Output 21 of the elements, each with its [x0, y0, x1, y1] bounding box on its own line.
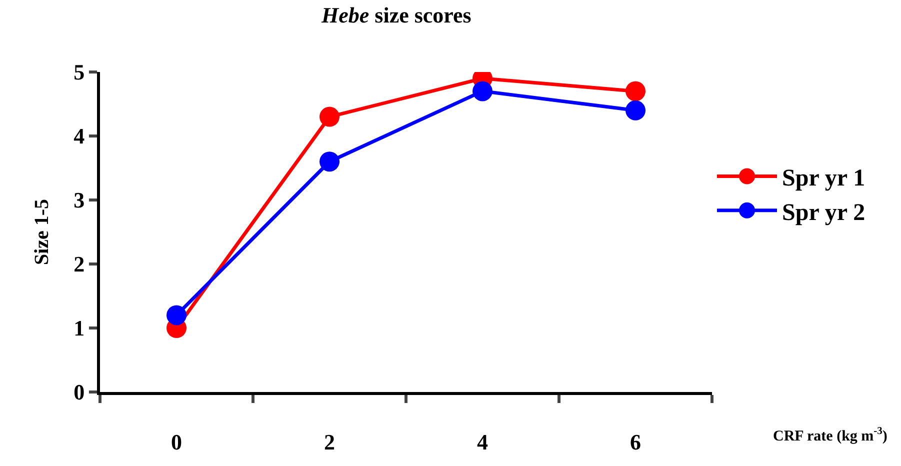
x-tick-label: 6	[630, 429, 641, 454]
chart-title: Hebe size scores	[320, 2, 472, 28]
legend-label: Spr yr 2	[782, 200, 866, 226]
point	[626, 100, 646, 120]
y-tick-label: 0	[74, 380, 85, 405]
point	[626, 81, 646, 102]
y-tick-label: 1	[74, 316, 85, 341]
y-axis-title: Size 1-5	[31, 198, 54, 266]
point	[472, 81, 492, 102]
x-tick-label: 0	[171, 429, 182, 454]
y-tick-label: 2	[74, 252, 85, 277]
y-tick-label: 3	[74, 188, 85, 213]
point	[320, 106, 340, 127]
x-axis-title: CRF rate (kg m$^{-3}$)	[773, 426, 888, 444]
y-tick-label: 5	[74, 60, 85, 85]
point	[166, 305, 186, 326]
legend-label: Spr yr 1	[782, 166, 866, 192]
x-tick-label: 2	[324, 429, 335, 454]
point	[320, 152, 340, 172]
x-tick-label: 4	[477, 429, 488, 454]
y-tick-label: 4	[74, 124, 85, 149]
